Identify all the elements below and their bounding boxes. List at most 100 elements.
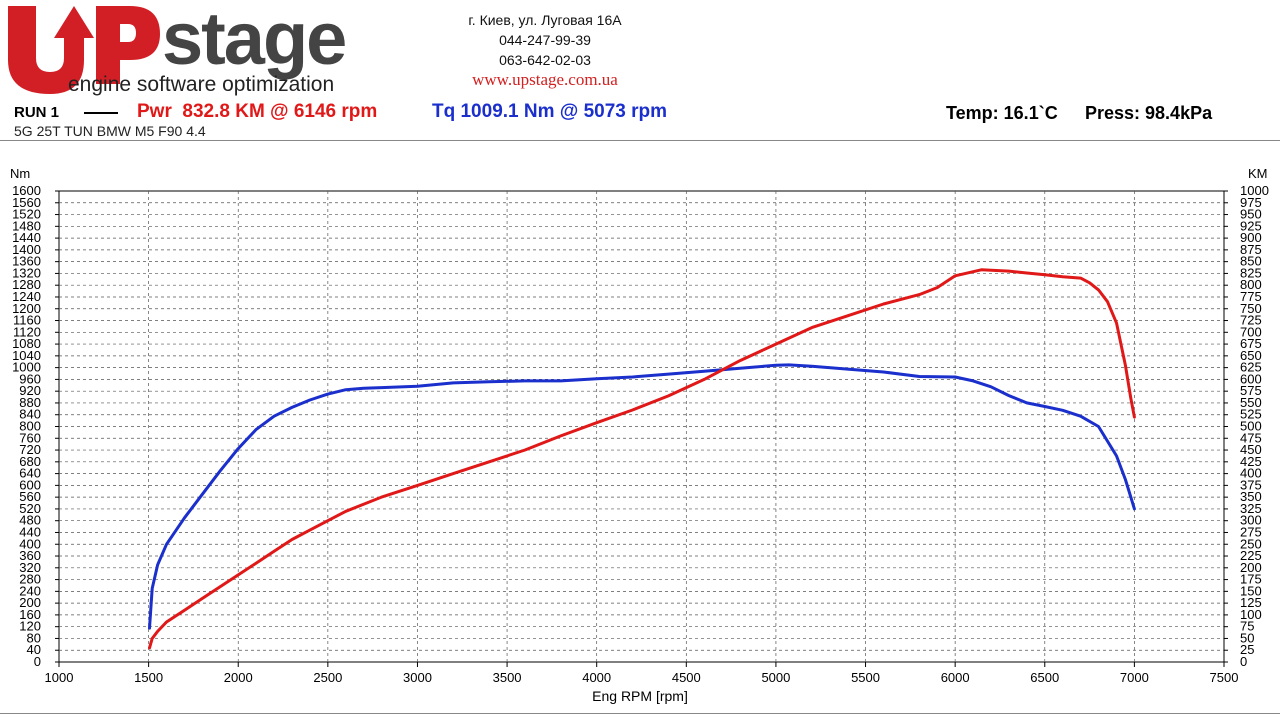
y-right-tick-label: 875 <box>1240 242 1262 257</box>
y-right-tick-label: 225 <box>1240 548 1262 563</box>
y-left-tick-label: 200 <box>19 595 41 610</box>
y-right-tick-label: 1000 <box>1240 183 1269 198</box>
y-left-tick-label: 1440 <box>12 230 41 245</box>
y-right-tick-label: 800 <box>1240 277 1262 292</box>
x-tick-label: 6000 <box>941 670 970 685</box>
y-right-tick-label: 900 <box>1240 230 1262 245</box>
y-left-tick-label: 560 <box>19 489 41 504</box>
y-right-tick-label: 750 <box>1240 301 1262 316</box>
y-right-tick-label: 275 <box>1240 524 1262 539</box>
y-left-tick-label: 640 <box>19 466 41 481</box>
y-right-tick-label: 675 <box>1240 336 1262 351</box>
y-left-tick-label: 1560 <box>12 195 41 210</box>
y-left-tick-label: 600 <box>19 477 41 492</box>
torque-curve <box>148 363 1136 630</box>
y-right-tick-label: 700 <box>1240 324 1262 339</box>
x-tick-label: 5500 <box>851 670 880 685</box>
y-right-tick-label: 125 <box>1240 595 1262 610</box>
y-right-tick-label: 400 <box>1240 466 1262 481</box>
x-tick-label: 7500 <box>1210 670 1239 685</box>
y-right-tick-label: 100 <box>1240 607 1262 622</box>
y-left-tick-label: 320 <box>19 560 41 575</box>
y-left-tick-label: 480 <box>19 513 41 528</box>
x-tick-label: 7000 <box>1120 670 1149 685</box>
y-right-tick-label: 650 <box>1240 348 1262 363</box>
y-right-tick-label: 300 <box>1240 513 1262 528</box>
y-right-tick-label: 0 <box>1240 654 1247 669</box>
y-right-tick-label: 200 <box>1240 560 1262 575</box>
temperature-text: Temp: 16.1`C <box>946 103 1058 123</box>
x-tick-label: 2000 <box>224 670 253 685</box>
run-subtitle: 5G 25T TUN BMW M5 F90 4.4 <box>14 123 206 139</box>
y-right-tick-label: 25 <box>1240 642 1254 657</box>
y-right-tick-label: 75 <box>1240 619 1254 634</box>
y-left-tick-label: 1400 <box>12 242 41 257</box>
axis-ticks: 0408012016020024028032036040044048052056… <box>12 183 1269 685</box>
peak-torque-text: Tq 1009.1 Nm @ 5073 rpm <box>432 101 668 122</box>
y-left-tick-label: 120 <box>19 619 41 634</box>
x-tick-label: 2500 <box>313 670 342 685</box>
y-right-axis-label: KM <box>1248 166 1268 181</box>
y-left-tick-label: 1600 <box>12 183 41 198</box>
y-left-tick-label: 960 <box>19 371 41 386</box>
x-tick-label: 1500 <box>134 670 163 685</box>
y-left-tick-label: 1160 <box>13 313 41 328</box>
y-left-tick-label: 1000 <box>12 360 41 375</box>
logo-p-shape <box>96 6 160 84</box>
series-lines <box>148 268 1136 650</box>
x-tick-label: 3500 <box>493 670 522 685</box>
y-left-tick-label: 1360 <box>12 254 41 269</box>
logo-u-shape <box>8 6 94 94</box>
y-left-tick-label: 1320 <box>12 265 41 280</box>
y-left-tick-label: 680 <box>19 454 41 469</box>
y-right-tick-label: 550 <box>1240 395 1262 410</box>
x-tick-label: 6500 <box>1030 670 1059 685</box>
upstage-logo: stage engine software optimization <box>8 0 347 96</box>
y-right-tick-label: 450 <box>1240 442 1262 457</box>
y-left-tick-label: 280 <box>19 572 41 587</box>
pressure-text: Press: 98.4kPa <box>1085 103 1213 123</box>
x-tick-label: 4500 <box>672 670 701 685</box>
y-right-tick-label: 250 <box>1240 536 1262 551</box>
y-right-tick-label: 150 <box>1240 583 1262 598</box>
y-left-tick-label: 800 <box>19 419 41 434</box>
y-left-tick-label: 760 <box>19 430 41 445</box>
y-right-tick-label: 500 <box>1240 419 1262 434</box>
y-left-tick-label: 1200 <box>12 301 41 316</box>
y-right-tick-label: 975 <box>1240 195 1262 210</box>
y-right-tick-label: 925 <box>1240 218 1262 233</box>
y-left-tick-label: 840 <box>19 407 41 422</box>
logo-stage-text: stage <box>162 0 345 80</box>
y-left-axis-label: Nm <box>10 166 30 181</box>
y-right-tick-label: 950 <box>1240 207 1262 222</box>
website-link[interactable]: www.upstage.com.ua <box>472 70 618 89</box>
y-right-tick-label: 50 <box>1240 630 1254 645</box>
power-curve <box>148 268 1136 650</box>
y-right-tick-label: 850 <box>1240 254 1262 269</box>
y-right-tick-label: 575 <box>1240 383 1262 398</box>
y-left-tick-label: 1080 <box>12 336 41 351</box>
y-left-tick-label: 40 <box>27 642 41 657</box>
y-right-tick-label: 325 <box>1240 501 1262 516</box>
y-left-tick-label: 1040 <box>12 348 41 363</box>
y-left-tick-label: 440 <box>19 524 41 539</box>
phone-1-text: 044-247-99-39 <box>499 32 591 48</box>
peak-power-text: Pwr 832.8 KM @ 6146 rpm <box>137 101 378 122</box>
chart-frame <box>0 140 1280 714</box>
y-right-tick-label: 725 <box>1240 313 1262 328</box>
y-left-tick-label: 360 <box>19 548 41 563</box>
x-tick-label: 4000 <box>582 670 611 685</box>
x-tick-label: 3000 <box>403 670 432 685</box>
y-right-tick-label: 625 <box>1240 360 1262 375</box>
y-left-tick-label: 1520 <box>12 207 41 222</box>
y-left-tick-label: 0 <box>34 654 41 669</box>
y-right-tick-label: 825 <box>1240 265 1262 280</box>
y-right-tick-label: 775 <box>1240 289 1262 304</box>
y-right-tick-label: 475 <box>1240 430 1262 445</box>
y-right-tick-label: 175 <box>1240 572 1262 587</box>
x-tick-label: 5000 <box>761 670 790 685</box>
y-right-tick-label: 350 <box>1240 489 1262 504</box>
y-left-tick-label: 920 <box>19 383 41 398</box>
run-legend-line <box>84 112 118 114</box>
